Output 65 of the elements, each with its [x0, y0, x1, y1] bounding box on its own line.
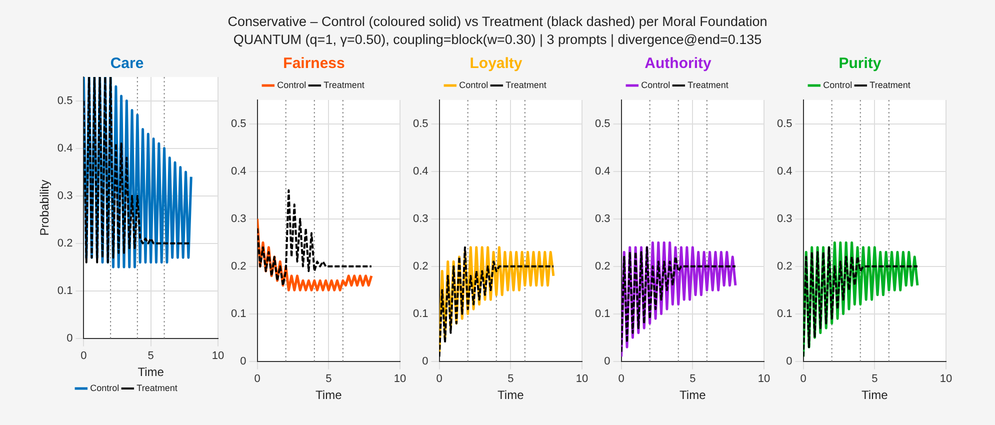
y-tick-label: 0.2	[230, 260, 246, 272]
legend-label: Control	[90, 382, 120, 393]
y-tick-label: 0.1	[776, 308, 792, 320]
x-tick-label: 5	[148, 350, 154, 362]
y-tick-label: 0.5	[412, 118, 428, 130]
x-tick-label: 0	[80, 350, 87, 362]
legend-label: Treatment	[136, 382, 178, 393]
y-tick-label: 0.3	[230, 212, 246, 225]
x-tick-label: 0	[800, 373, 806, 386]
chart-title: Authority	[644, 55, 712, 72]
chart-title: Fairness	[283, 55, 345, 72]
y-tick-label: 0.5	[594, 118, 610, 130]
x-tick-label: 5	[690, 373, 696, 386]
legend-label: Control	[823, 80, 852, 90]
y-tick-label: 0.5	[230, 118, 246, 130]
legend-label: Control	[641, 80, 670, 90]
legend-label: Control	[459, 80, 488, 90]
legend-label: Control	[277, 80, 306, 90]
text: Conservative – Control (coloured solid) vs Treatment (black dashed) per Moral Foundation	[226, 13, 768, 31]
y-tick-label: 0.3	[776, 212, 792, 225]
x-tick-label: 0	[618, 373, 624, 386]
x-tick-label: 10	[940, 373, 952, 386]
chart-title: Loyalty	[470, 55, 523, 72]
legend-label: Treatment	[870, 80, 911, 90]
x-tick-label: 0	[436, 373, 442, 386]
legend-label: Treatment	[688, 80, 729, 90]
y-tick-label: 0.1	[57, 284, 73, 297]
x-tick-label: 10	[394, 373, 406, 386]
y-tick-label: 0.1	[594, 308, 610, 320]
y-tick-label: 0.1	[412, 308, 428, 320]
y-tick-label: 0.4	[230, 165, 246, 178]
x-tick-label: 10	[758, 373, 770, 386]
x-axis-title: Time	[316, 388, 342, 402]
legend-label: Treatment	[324, 80, 365, 90]
y-tick-label: 0.5	[776, 118, 792, 130]
x-tick-label: 10	[576, 373, 588, 386]
text: QUANTUM (q=1, γ=0.50), coupling=block(w=0.30) | 3 prompts | divergence@end=0.135	[232, 31, 763, 49]
line-series	[257, 189, 372, 286]
y-tick-label: 0.4	[412, 165, 428, 178]
y-tick-label: 0.4	[594, 165, 610, 178]
y-tick-label: 0.2	[594, 260, 610, 272]
y-axis-title: Probability	[38, 180, 52, 236]
x-tick-label: 10	[212, 350, 224, 362]
y-tick-label: 0.3	[57, 190, 73, 202]
y-tick-label: 0.3	[412, 212, 428, 225]
y-tick-label: 0.3	[594, 212, 610, 225]
x-tick-label: 5	[326, 373, 332, 386]
y-tick-label: 0.1	[230, 308, 246, 320]
chart-title: Purity	[838, 55, 882, 72]
x-tick-label: 5	[872, 373, 878, 386]
x-axis-title: Time	[680, 388, 706, 402]
x-axis-title: Time	[862, 388, 888, 402]
x-axis-title: Time	[498, 388, 524, 402]
y-tick-label: 0.2	[57, 237, 73, 250]
x-axis-title: Time	[138, 365, 164, 380]
y-tick-label: 0	[66, 332, 73, 344]
x-tick-label: 5	[508, 373, 514, 386]
y-tick-label: 0.4	[776, 165, 792, 178]
chart-title: Care	[110, 55, 144, 72]
y-tick-label: 0.2	[776, 260, 792, 272]
x-tick-label: 0	[254, 373, 260, 386]
legend-label: Treatment	[506, 80, 547, 90]
y-tick-label: 0.4	[57, 142, 73, 154]
y-tick-label: 0.5	[57, 94, 73, 107]
y-tick-label: 0.2	[412, 260, 428, 272]
